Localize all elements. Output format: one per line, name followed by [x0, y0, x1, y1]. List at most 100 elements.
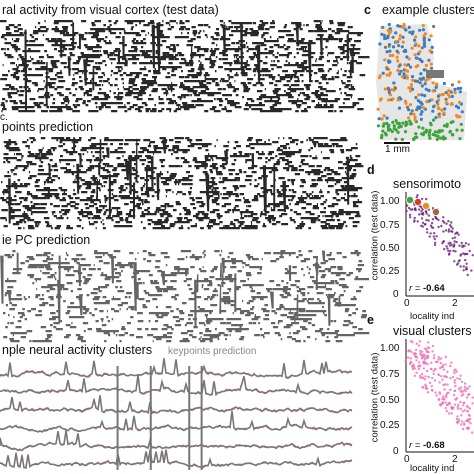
cluster-point — [453, 91, 457, 95]
scatter-point — [424, 210, 427, 213]
panel-d-title: sensorimoto — [393, 177, 462, 191]
cluster-point — [390, 88, 394, 92]
cluster-point — [384, 36, 388, 40]
scatter-point — [430, 388, 434, 392]
scatter-point — [452, 406, 455, 409]
scatter-point — [426, 391, 430, 394]
cluster-point — [407, 116, 411, 120]
cluster-point — [409, 83, 414, 87]
scatter-point — [449, 377, 452, 380]
scatter-point — [420, 210, 423, 213]
panel-d-ytick-025: 0.25 — [380, 266, 400, 277]
trace-activity — [0, 374, 353, 396]
scatter-point — [431, 350, 434, 353]
scatter-point — [459, 374, 462, 377]
cluster-point — [418, 81, 422, 85]
scatter-point — [430, 384, 433, 388]
cluster-point — [428, 49, 432, 53]
scatter-point — [461, 390, 465, 393]
cluster-block — [426, 70, 444, 78]
cluster-point — [393, 86, 397, 90]
cluster-point — [434, 116, 438, 120]
cluster-point — [423, 130, 427, 134]
scatter-point — [466, 273, 469, 277]
scatter-point — [447, 249, 450, 252]
scatter-point — [424, 347, 427, 350]
keypoints-title: points prediction — [2, 120, 94, 134]
cluster-point — [447, 89, 451, 93]
panel-e-xtick-0: 0 — [404, 454, 410, 465]
scatter-point — [424, 385, 427, 388]
scatter-point — [433, 243, 437, 247]
scatter-point — [452, 249, 455, 252]
panel-c-letter: c — [364, 3, 371, 17]
scatter-point — [407, 206, 411, 210]
scatter-point — [421, 213, 425, 216]
scatter-point — [442, 240, 446, 243]
cluster-point — [420, 46, 424, 50]
scatter-point — [408, 213, 412, 217]
scatter-point — [430, 361, 433, 364]
scatter-point — [457, 418, 461, 421]
cluster-point — [431, 132, 435, 137]
scatter-point — [460, 423, 463, 426]
scatter-point — [447, 403, 450, 406]
cluster-point — [443, 107, 447, 111]
scatter-point — [450, 361, 453, 364]
scatter-point — [429, 232, 432, 235]
scatter-point — [453, 369, 456, 372]
cluster-point — [407, 25, 411, 29]
scatter-point — [427, 375, 430, 379]
raster-texture — [0, 137, 364, 230]
cluster-point — [388, 71, 392, 75]
cluster-point — [376, 107, 380, 111]
scatter-point — [437, 398, 441, 401]
cluster-point — [437, 115, 442, 119]
scatter-point — [424, 375, 427, 378]
cluster-point — [435, 100, 439, 104]
scatter-point — [447, 228, 451, 231]
scatter-point — [456, 377, 459, 380]
cluster-traces — [0, 357, 353, 470]
cluster-point — [427, 58, 431, 62]
cluster-point — [396, 69, 400, 73]
scatter-point — [431, 218, 435, 221]
cluster-point — [431, 118, 436, 122]
cluster-point — [421, 126, 425, 130]
cluster-point — [444, 97, 448, 101]
scatter-point — [447, 220, 450, 223]
scatter-point — [461, 410, 464, 413]
panel-d-letter: d — [367, 163, 375, 177]
scatter-point — [409, 208, 412, 211]
cluster-point — [436, 134, 440, 138]
cluster-point — [410, 75, 415, 79]
highlighted-cluster-point — [421, 201, 430, 210]
scatter-point — [446, 247, 449, 250]
scatter-point — [432, 369, 435, 373]
cluster-point — [416, 79, 420, 83]
trace-activity — [0, 411, 353, 433]
cluster-point — [436, 102, 440, 106]
scatter-point — [453, 372, 456, 375]
cluster-point — [380, 32, 384, 36]
scatter-point — [444, 229, 448, 232]
cluster-point — [426, 77, 430, 81]
cluster-point — [424, 128, 429, 132]
scatter-point — [434, 360, 438, 364]
cluster-point — [388, 93, 392, 97]
cluster-point — [396, 98, 400, 102]
scatter-point — [468, 407, 471, 410]
cluster-point — [438, 130, 442, 134]
scatter-point — [412, 352, 415, 355]
cluster-point — [404, 28, 408, 32]
cluster-point — [409, 122, 413, 126]
scatter-point — [425, 218, 428, 222]
cluster-point — [440, 129, 444, 133]
trace-activity — [0, 449, 353, 469]
cluster-point — [410, 46, 414, 50]
scatter-point — [455, 370, 458, 373]
cluster-point — [419, 72, 423, 76]
scatter-point — [469, 422, 472, 425]
cluster-point — [395, 55, 399, 59]
scatter-point — [437, 356, 440, 359]
